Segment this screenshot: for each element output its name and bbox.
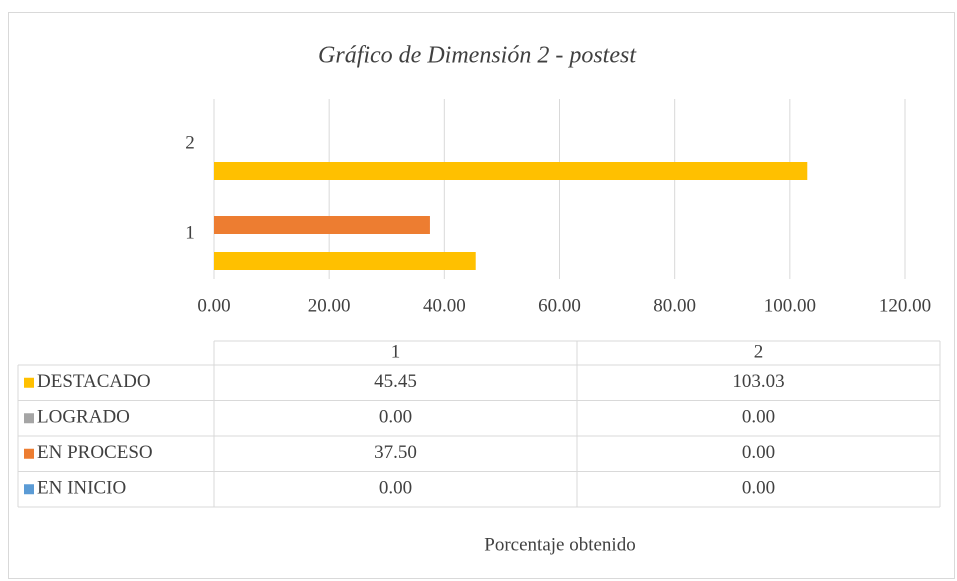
- x-tick-label: 80.00: [653, 295, 696, 316]
- legend-label: DESTACADO: [37, 371, 151, 392]
- table-cell: 37.50: [374, 442, 417, 463]
- table-cell: 0.00: [742, 478, 775, 499]
- legend-label: EN INICIO: [37, 478, 126, 499]
- table-header: 1: [391, 341, 401, 362]
- bar: [214, 216, 430, 234]
- x-tick-label: 40.00: [423, 295, 466, 316]
- legend-swatch: [24, 377, 34, 388]
- y-tick-label: 1: [185, 222, 195, 243]
- x-tick-label: 0.00: [197, 295, 230, 316]
- legend-label: LOGRADO: [37, 407, 130, 428]
- x-tick-label: 120.00: [879, 295, 931, 316]
- x-axis-label: Porcentaje obtenido: [484, 534, 635, 555]
- legend-label: EN PROCESO: [37, 442, 153, 463]
- table-header: 2: [754, 341, 764, 362]
- x-tick-label: 20.00: [308, 295, 351, 316]
- table-cell: 0.00: [379, 478, 412, 499]
- table-cell: 0.00: [742, 407, 775, 428]
- chart-title: Gráfico de Dimensión 2 - postest: [318, 43, 637, 69]
- bar: [214, 162, 808, 180]
- table-cell: 45.45: [374, 371, 417, 392]
- y-tick-label: 2: [185, 132, 195, 153]
- chart-frame: [8, 12, 955, 579]
- table-cell: 0.00: [742, 442, 775, 463]
- legend-swatch: [24, 484, 34, 495]
- legend-swatch: [24, 413, 34, 424]
- x-tick-label: 60.00: [538, 295, 581, 316]
- table-cell: 0.00: [379, 407, 412, 428]
- legend-swatch: [24, 448, 34, 459]
- bar: [214, 252, 476, 270]
- table-cell: 103.03: [732, 371, 784, 392]
- x-tick-label: 100.00: [764, 295, 816, 316]
